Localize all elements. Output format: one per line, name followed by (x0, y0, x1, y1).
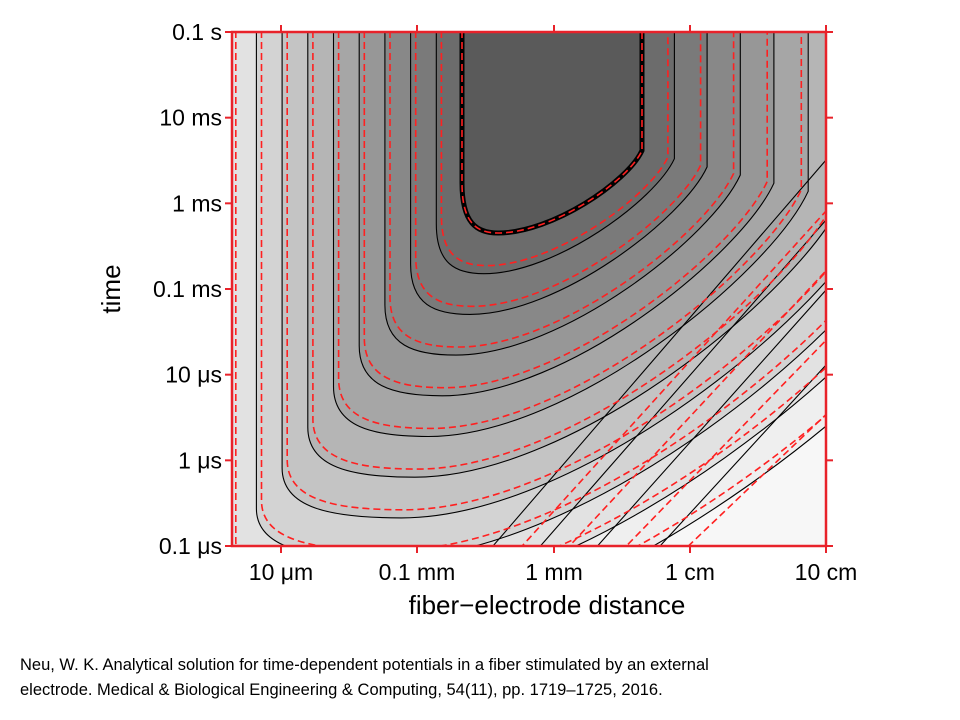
contour-line (281, 32, 826, 519)
y-tick-label: 0.1 ms (153, 276, 222, 302)
citation: Neu, W. K. Analytical solution for time-… (20, 653, 920, 703)
x-tick-label: 10 cm (795, 559, 858, 585)
dashed-contour-line (687, 413, 826, 546)
y-axis-title: time (96, 264, 126, 313)
y-tick-label: 10 ms (159, 105, 222, 131)
contour-line (435, 32, 675, 275)
dashed-contour-line (337, 32, 803, 430)
dashed-contour-line (414, 32, 702, 308)
y-tick-label: 1 ms (172, 190, 222, 216)
contour-line (358, 32, 775, 397)
dashed-contour-line (521, 209, 826, 546)
dashed-contour-line (312, 32, 826, 470)
y-tick-label: 0.1 μs (159, 533, 222, 559)
contour-lines (255, 32, 826, 546)
y-tick-label: 10 μs (165, 362, 222, 388)
x-tick-label: 10 μm (249, 559, 313, 585)
x-tick-label: 0.1 mm (379, 559, 456, 585)
citation-line-2: electrode. Medical & Biological Engineer… (20, 681, 663, 699)
contour-band (462, 32, 642, 233)
dashed-contour-lines (235, 32, 826, 546)
dashed-contour-line (389, 32, 735, 348)
contour-line (384, 32, 741, 356)
contour-line (659, 364, 826, 546)
x-axis-ticks: 10 μm 0.1 mm 1 mm 1 cm 10 cm (249, 25, 858, 585)
dashed-contour-line (568, 269, 826, 546)
contour-line (410, 32, 708, 315)
contour-line (255, 32, 826, 546)
contour-line (307, 32, 826, 478)
contour-line (332, 32, 809, 438)
x-tick-label: 1 mm (525, 559, 583, 585)
y-tick-label: 0.1 s (172, 19, 222, 45)
dashed-contour-line (260, 32, 826, 546)
dashed-contour-line (363, 32, 768, 389)
dashed-contour-line (625, 339, 826, 546)
dashed-contour-line (440, 32, 669, 267)
dashed-contour-line (286, 32, 826, 511)
x-axis-title: fiber−electrode distance (409, 590, 686, 620)
x-tick-label: 1 cm (665, 559, 715, 585)
y-tick-label: 1 μs (178, 447, 222, 473)
dashed-contour-line (461, 32, 643, 234)
y-axis-ticks: 0.1 μs 1 μs 10 μs 0.1 ms 1 ms 10 ms 0.1 s (153, 19, 833, 559)
citation-line-1: Neu, W. K. Analytical solution for time-… (20, 656, 709, 674)
contour-line (492, 159, 826, 546)
contour-line (596, 289, 826, 546)
